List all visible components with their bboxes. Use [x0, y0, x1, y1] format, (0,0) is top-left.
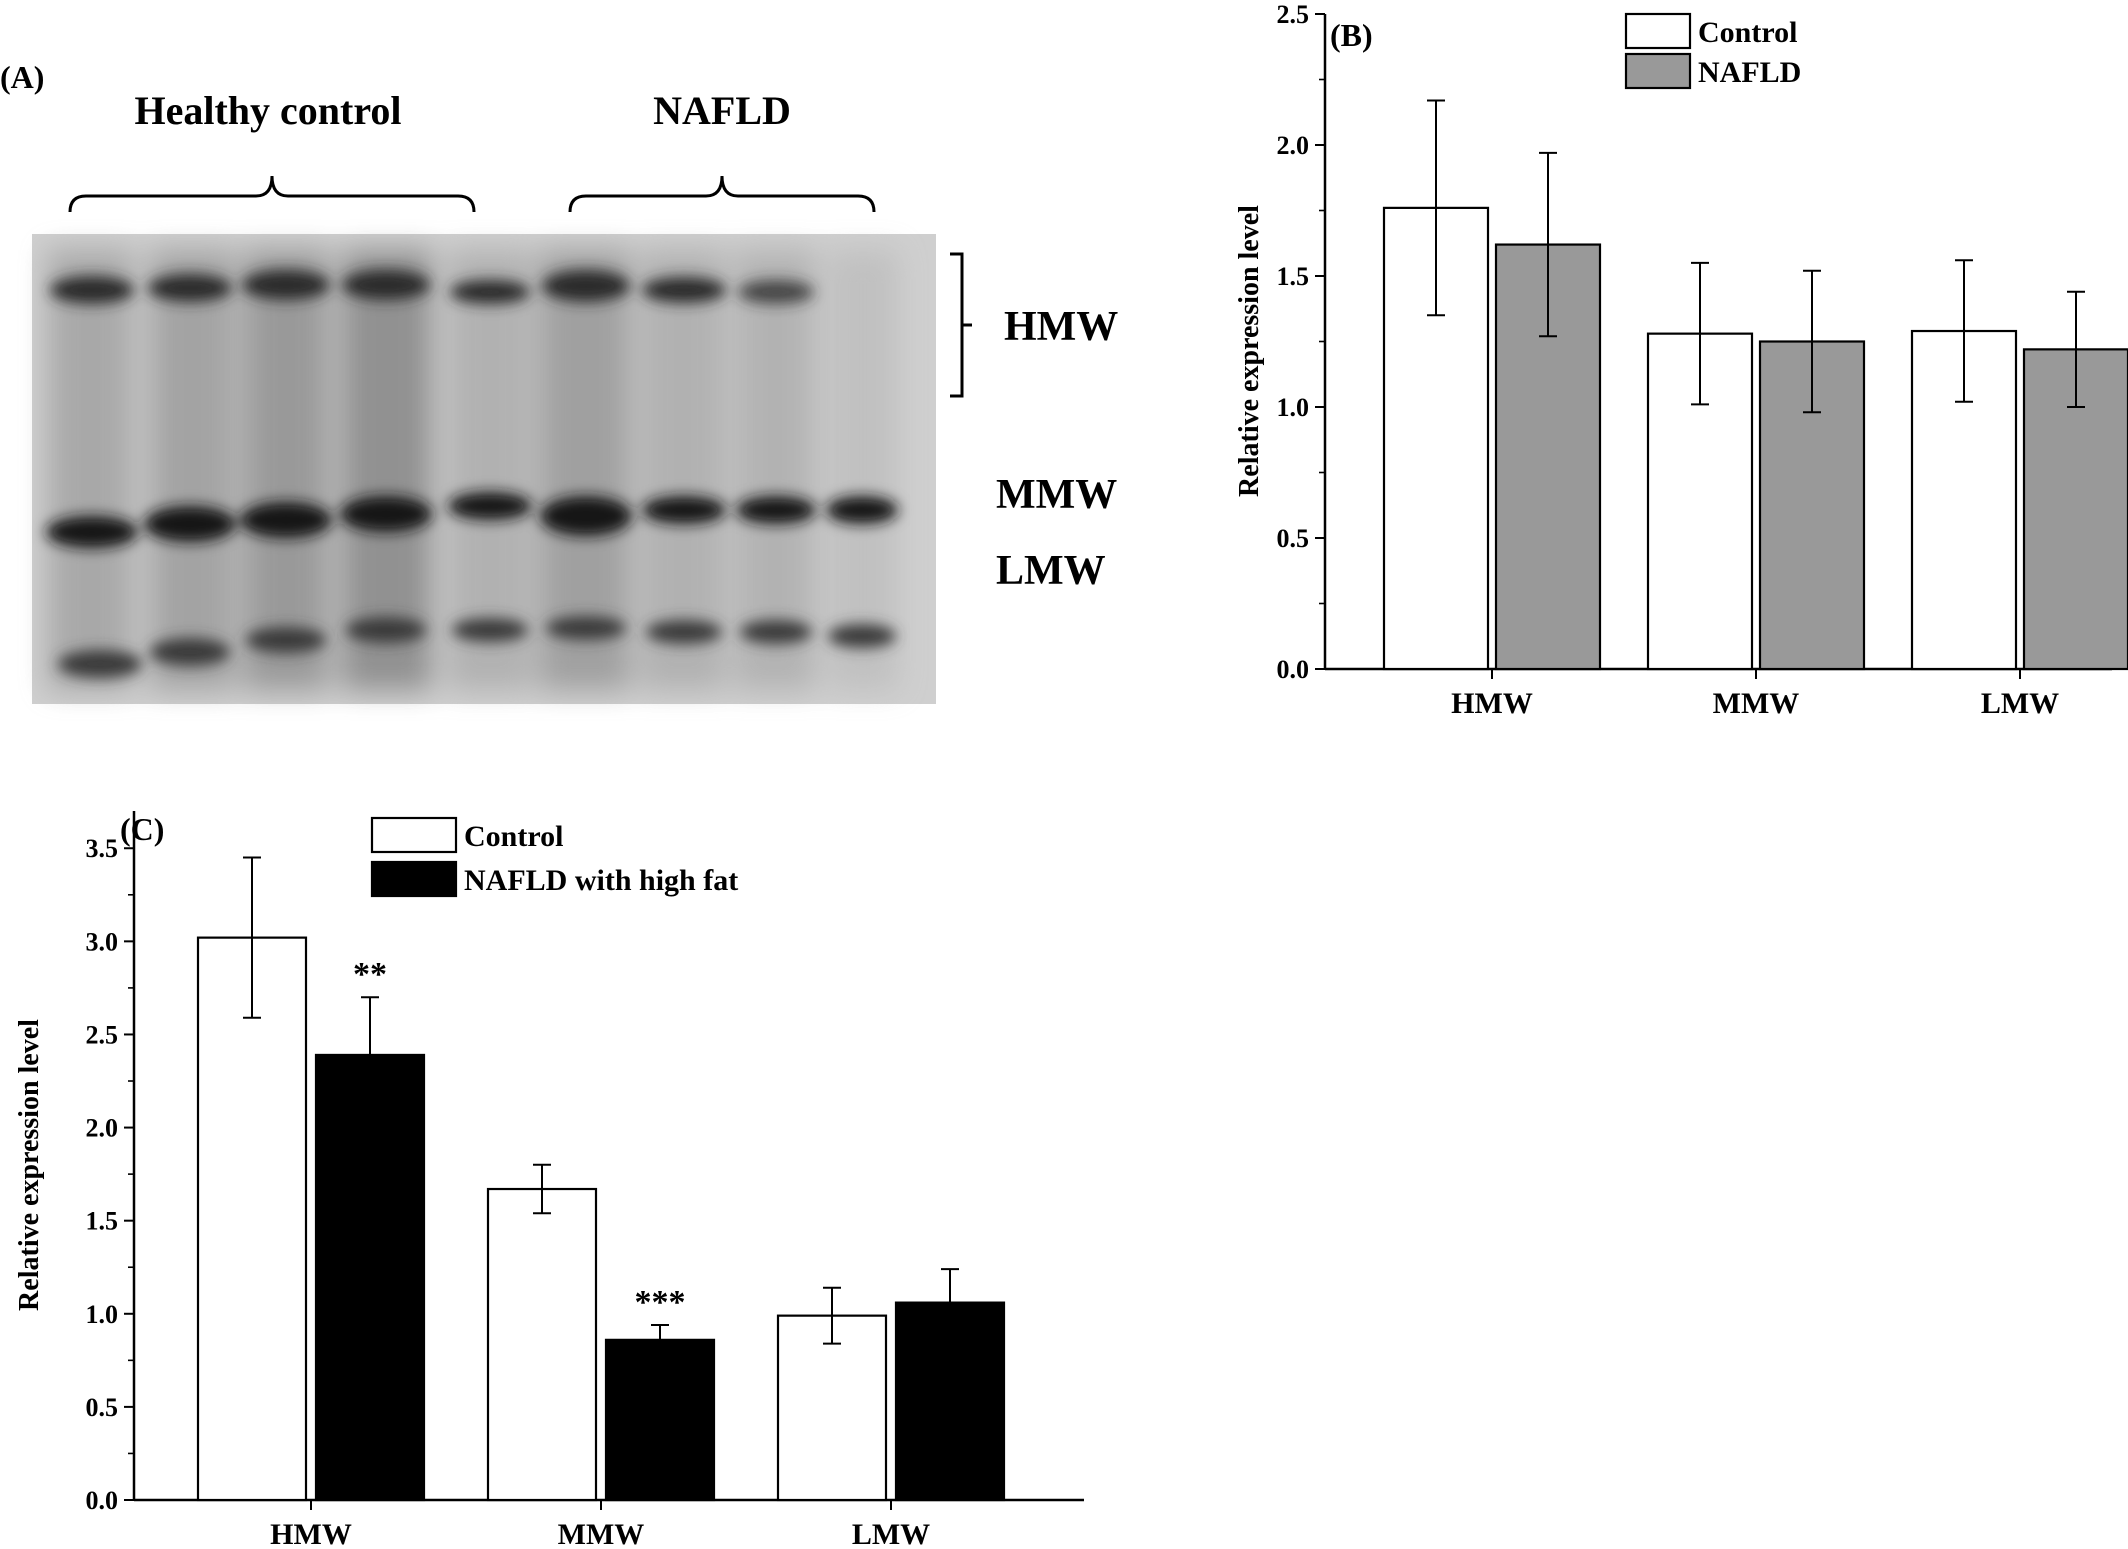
y-tick-label: 2.0 — [1277, 131, 1310, 160]
y-tick-label: 2.5 — [86, 1020, 119, 1049]
group-label-healthy-control: Healthy control — [134, 88, 401, 133]
band-label-lmw: LMW — [996, 548, 1106, 594]
panel-label: (B) — [1330, 17, 1373, 53]
panel-c-chart: 0.0 0.5 1.0 1.5 2.0 2.5 3.0 3.5 Relative express… — [14, 811, 1084, 1549]
band-label-mmw: MMW — [996, 472, 1117, 518]
panel-a-blot: (A) Healthy control NAFLD — [0, 59, 1118, 704]
y-tick-label: 0.0 — [86, 1486, 119, 1515]
x-tick-label: LMW — [1981, 687, 2059, 720]
bar — [196, 936, 308, 1502]
legend-swatch — [1624, 52, 1692, 90]
legend-swatch — [1624, 12, 1692, 50]
y-axis-label: Relative expression level — [1234, 205, 1265, 497]
y-tick-label: 1.5 — [1277, 262, 1310, 291]
legend-swatch — [370, 860, 458, 898]
panel-b-chart: 0.0 0.5 1.0 1.5 2.0 2.5 Relative expression le… — [1234, 0, 2128, 720]
y-tick-label: 2.0 — [86, 1114, 119, 1143]
significance-marker: ** — [353, 956, 387, 993]
y-tick-label: 3.0 — [86, 927, 119, 956]
group-label-nafld: NAFLD — [653, 88, 791, 133]
x-tick-label: MMW — [558, 1518, 645, 1549]
panel-a-label: (A) — [0, 59, 44, 95]
y-tick-label: 2.5 — [1277, 0, 1310, 29]
x-tick-label: HMW — [270, 1518, 352, 1549]
legend-label: Control — [464, 820, 563, 853]
y-tick-label: 0.5 — [1277, 524, 1310, 553]
legend-label: NAFLD — [1698, 56, 1801, 89]
bar — [486, 1187, 598, 1502]
bar — [314, 1053, 426, 1502]
brace-nafld — [568, 175, 876, 213]
legend-label: NAFLD with high fat — [464, 864, 738, 897]
y-tick-label: 3.5 — [86, 834, 119, 863]
y-tick-label: 1.5 — [86, 1207, 119, 1236]
blot-image — [32, 234, 936, 704]
y-tick-label: 0.0 — [1277, 655, 1310, 684]
bar — [604, 1338, 716, 1502]
y-axis-label: Relative expression level — [14, 1019, 45, 1311]
y-tick-label: 1.0 — [1277, 393, 1310, 422]
hmw-bracket — [950, 252, 972, 398]
significance-marker: *** — [635, 1284, 686, 1321]
x-tick-label: LMW — [852, 1518, 930, 1549]
x-tick-label: HMW — [1451, 687, 1533, 720]
x-tick-label: MMW — [1713, 687, 1800, 720]
y-tick-label: 0.5 — [86, 1393, 119, 1422]
brace-healthy-control — [68, 175, 476, 213]
panel-label: (C) — [120, 811, 164, 847]
y-tick-label: 1.0 — [86, 1300, 119, 1329]
legend-swatch — [370, 816, 458, 854]
band-label-hmw: HMW — [1004, 304, 1118, 350]
legend-label: Control — [1698, 16, 1797, 49]
